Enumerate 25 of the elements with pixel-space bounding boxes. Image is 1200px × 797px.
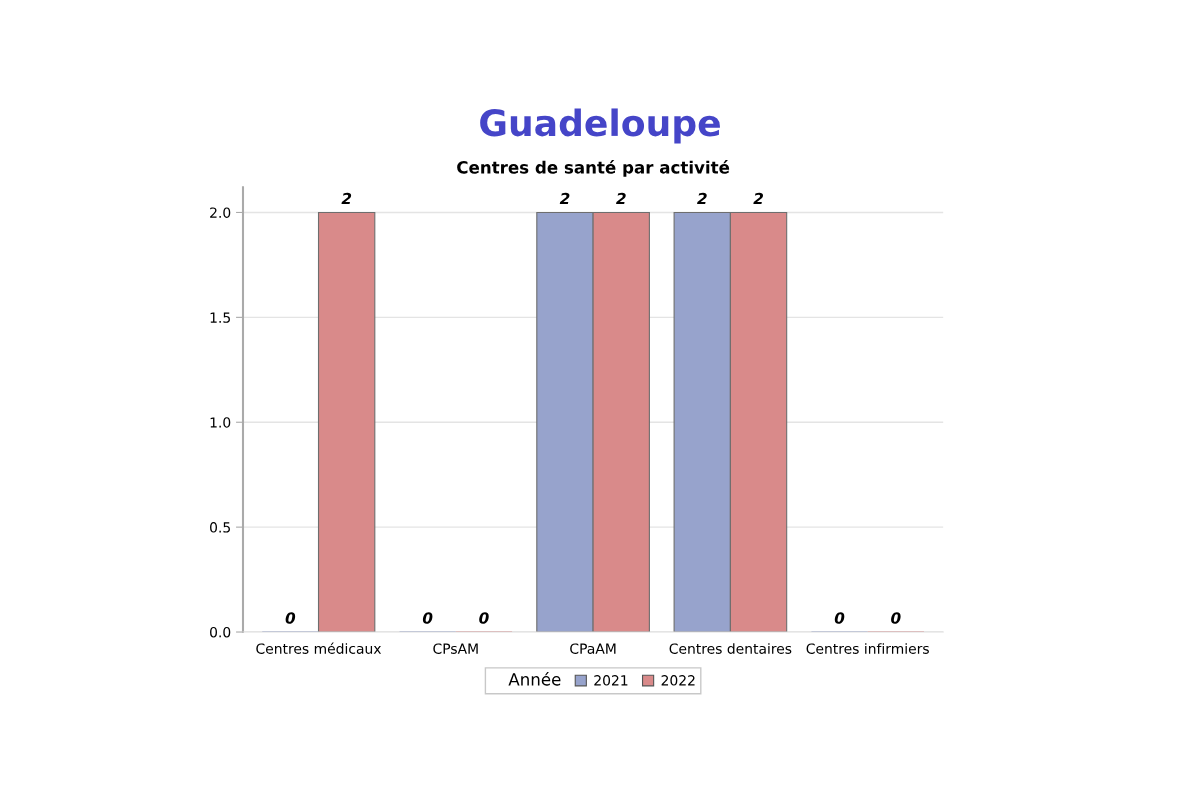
data-label: 0 [285, 612, 296, 624]
x-tick-label: Centres médicaux [256, 642, 382, 654]
y-tick-label: 0.0 [210, 626, 231, 638]
data-label: 2 [697, 192, 707, 205]
data-label: 2 [616, 192, 626, 205]
y-tick-label: 2.0 [210, 207, 231, 218]
y-tick-label: 0.5 [210, 522, 230, 533]
data-label: 2 [341, 192, 352, 205]
data-label: 0 [891, 612, 901, 624]
x-tick-label: CPaAM [570, 643, 616, 654]
y-tick-label: 1.0 [210, 417, 231, 428]
chart-subtitle: Centres de santé par activité [457, 160, 730, 177]
data-label: 2 [559, 192, 570, 205]
data-label: 0 [422, 612, 433, 624]
y-tick-label: 1.5 [210, 312, 230, 323]
x-tick-label: CPsAM [433, 643, 478, 654]
legend-label: 2022 [661, 675, 695, 686]
legend-label: 2021 [594, 675, 628, 686]
data-label: 0 [479, 612, 489, 624]
legend-title: Année [508, 672, 561, 686]
x-tick-label: Centres infirmiers [806, 643, 929, 654]
chart-title: Guadeloupe [480, 108, 720, 144]
x-tick-label: Centres dentaires [669, 643, 792, 654]
data-label: 2 [753, 192, 763, 205]
data-label: 0 [834, 612, 845, 624]
